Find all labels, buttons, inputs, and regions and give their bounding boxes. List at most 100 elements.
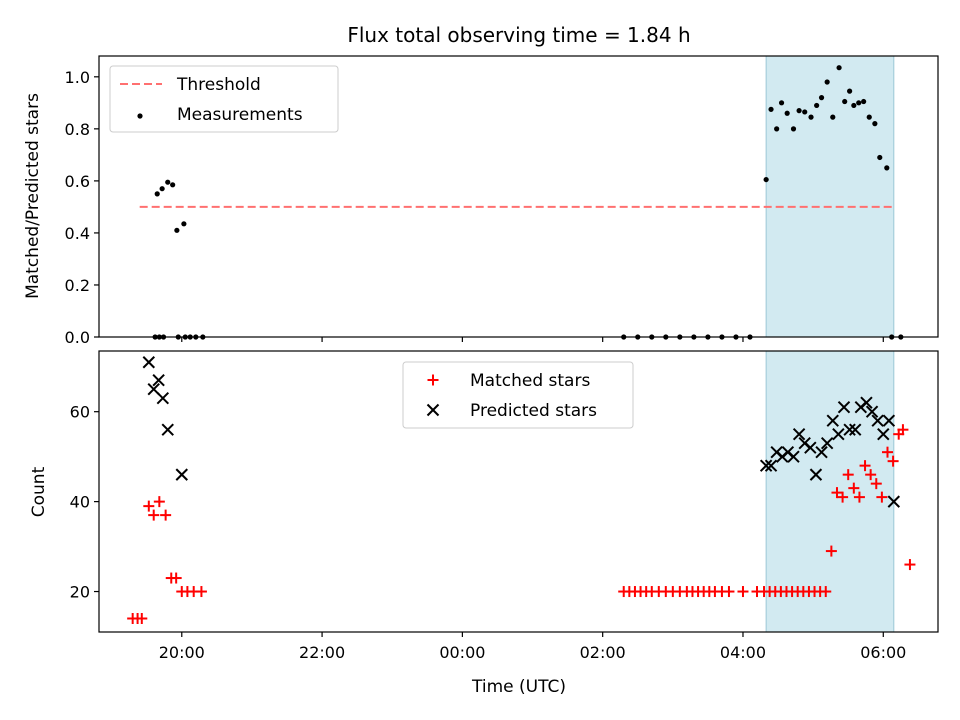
y-tick-label: 20 xyxy=(70,583,90,602)
x-tick-label: 00:00 xyxy=(439,643,485,662)
y-tick-label: 0.8 xyxy=(65,120,90,139)
data-point xyxy=(170,572,182,584)
data-point-b xyxy=(849,423,862,436)
data-point xyxy=(831,487,843,499)
data-point xyxy=(843,423,856,436)
data-point xyxy=(809,468,823,481)
data-point xyxy=(897,424,909,436)
bottom-y-axis-label: Count xyxy=(29,466,49,517)
data-point xyxy=(160,509,172,521)
data-point-b xyxy=(882,414,896,427)
legend-box xyxy=(109,65,339,133)
data-point xyxy=(887,455,899,467)
plot-frame xyxy=(98,350,939,633)
highlight-span xyxy=(765,350,895,633)
y-tick-label: 0.6 xyxy=(65,172,90,191)
y-tick-label: 0.4 xyxy=(65,224,90,243)
legend-marker xyxy=(426,403,440,417)
data-point xyxy=(763,176,769,183)
data-point xyxy=(159,186,165,192)
data-point xyxy=(877,427,890,441)
data-point xyxy=(861,98,867,105)
data-point xyxy=(802,109,808,115)
data-point xyxy=(887,495,901,508)
data-point xyxy=(848,482,860,494)
data-point xyxy=(796,108,802,114)
data-point xyxy=(787,450,800,463)
data-point xyxy=(866,114,872,120)
data-point xyxy=(818,95,825,101)
data-point xyxy=(759,459,773,472)
data-point xyxy=(804,441,817,454)
legend-label: Matched stars xyxy=(470,371,590,391)
data-point xyxy=(865,469,877,481)
data-point xyxy=(165,179,171,185)
data-point xyxy=(814,102,820,109)
data-point xyxy=(832,427,845,441)
data-point xyxy=(856,100,862,106)
legend: Threshold Measurements xyxy=(109,65,339,133)
data-point-b xyxy=(826,414,839,427)
data-point xyxy=(156,392,170,405)
chart-title: Flux total observing time = 1.84 h xyxy=(347,23,690,47)
data-point xyxy=(826,414,839,427)
data-point xyxy=(870,478,882,490)
data-point-b xyxy=(142,356,156,369)
data-point xyxy=(161,423,174,436)
data-point-b xyxy=(156,392,170,405)
data-point-b xyxy=(809,468,823,481)
data-point xyxy=(174,227,180,233)
legend: Matched stars Predicted stars xyxy=(402,361,634,429)
data-point xyxy=(820,586,832,598)
y-tick-label: 40 xyxy=(70,493,90,512)
data-point-b xyxy=(832,427,845,441)
series-matched-stars xyxy=(127,424,916,625)
x-tick-label: 06:00 xyxy=(860,643,906,662)
data-point xyxy=(824,79,830,85)
data-point xyxy=(723,586,735,598)
data-point xyxy=(820,436,834,450)
legend-box xyxy=(402,361,634,429)
data-point xyxy=(154,191,160,197)
data-point xyxy=(148,509,160,521)
data-point xyxy=(881,446,893,458)
data-point xyxy=(195,586,207,598)
data-point xyxy=(143,500,155,512)
data-point xyxy=(808,114,814,120)
data-point-b xyxy=(865,405,879,418)
data-point xyxy=(764,459,778,472)
legend-label: Threshold xyxy=(176,75,261,95)
data-point xyxy=(737,586,749,598)
data-point xyxy=(853,491,865,503)
x-tick-label: 22:00 xyxy=(299,643,345,662)
data-point-b xyxy=(804,441,817,454)
plot-frame xyxy=(98,55,939,338)
data-point-b xyxy=(815,445,828,459)
data-point xyxy=(859,460,871,472)
data-point xyxy=(175,468,188,481)
data-point xyxy=(170,182,176,188)
top-y-axis-label: Matched/Predicted stars xyxy=(23,93,43,299)
data-point xyxy=(860,396,873,409)
data-point xyxy=(876,491,888,503)
data-point xyxy=(815,445,828,459)
data-point xyxy=(792,427,806,441)
x-axis-label: Time (UTC) xyxy=(471,677,566,697)
series-predicted-stars xyxy=(142,356,901,508)
data-point xyxy=(790,126,797,132)
data-point-b xyxy=(837,400,851,414)
x-tick-label: 04:00 xyxy=(720,643,766,662)
data-point-b xyxy=(152,374,165,387)
top-panel: 0.0 0.2 0.4 0.6 0.8 1.0 Threshold Measurements xyxy=(65,55,939,347)
data-point-b xyxy=(843,423,856,436)
data-point-b xyxy=(887,495,901,508)
legend-marker-b xyxy=(426,403,440,417)
data-point xyxy=(877,154,883,161)
data-point-b xyxy=(792,427,806,441)
data-point xyxy=(774,126,780,132)
data-point-b xyxy=(175,468,188,481)
data-point xyxy=(882,414,896,427)
data-point xyxy=(784,110,790,116)
data-point xyxy=(152,374,165,387)
